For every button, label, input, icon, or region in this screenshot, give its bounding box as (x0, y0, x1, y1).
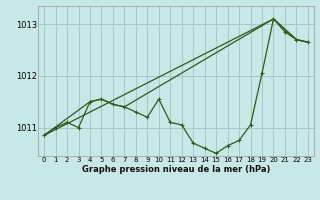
X-axis label: Graphe pression niveau de la mer (hPa): Graphe pression niveau de la mer (hPa) (82, 165, 270, 174)
